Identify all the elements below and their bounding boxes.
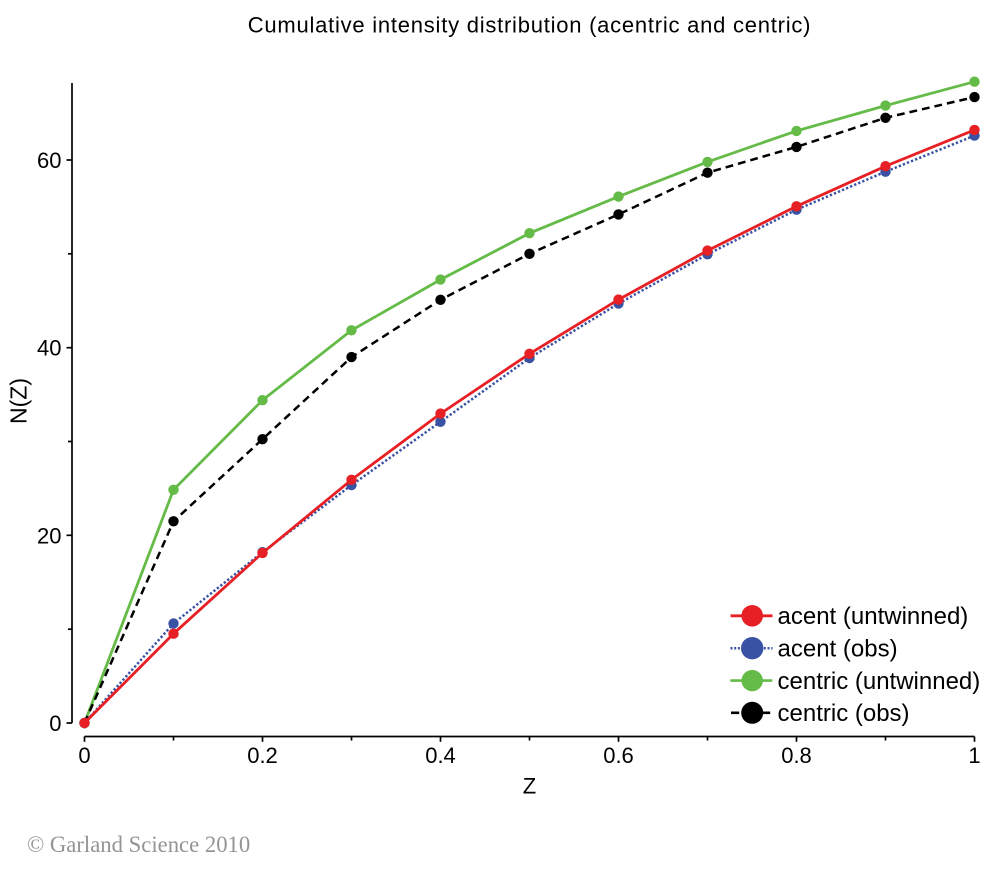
svg-text:60: 60 <box>37 148 61 173</box>
svg-text:0.6: 0.6 <box>603 743 634 768</box>
svg-text:Z: Z <box>523 774 536 799</box>
svg-text:1: 1 <box>968 743 980 768</box>
svg-text:0.8: 0.8 <box>781 743 812 768</box>
svg-text:0: 0 <box>49 711 61 736</box>
svg-text:© Garland Science 2010: © Garland Science 2010 <box>27 832 250 857</box>
svg-text:acent (obs): acent (obs) <box>778 636 898 663</box>
svg-text:0.2: 0.2 <box>247 743 278 768</box>
svg-text:acent (untwinned): acent (untwinned) <box>778 603 969 630</box>
svg-text:0.4: 0.4 <box>425 743 456 768</box>
svg-text:40: 40 <box>37 336 61 361</box>
svg-text:N(Z): N(Z) <box>6 378 32 424</box>
svg-text:0: 0 <box>78 743 90 768</box>
svg-text:Cumulative intensity distribut: Cumulative intensity distribution (acent… <box>248 13 811 38</box>
svg-text:centric (obs): centric (obs) <box>778 700 910 727</box>
svg-text:centric (untwinned): centric (untwinned) <box>778 668 981 695</box>
svg-text:20: 20 <box>37 523 61 548</box>
